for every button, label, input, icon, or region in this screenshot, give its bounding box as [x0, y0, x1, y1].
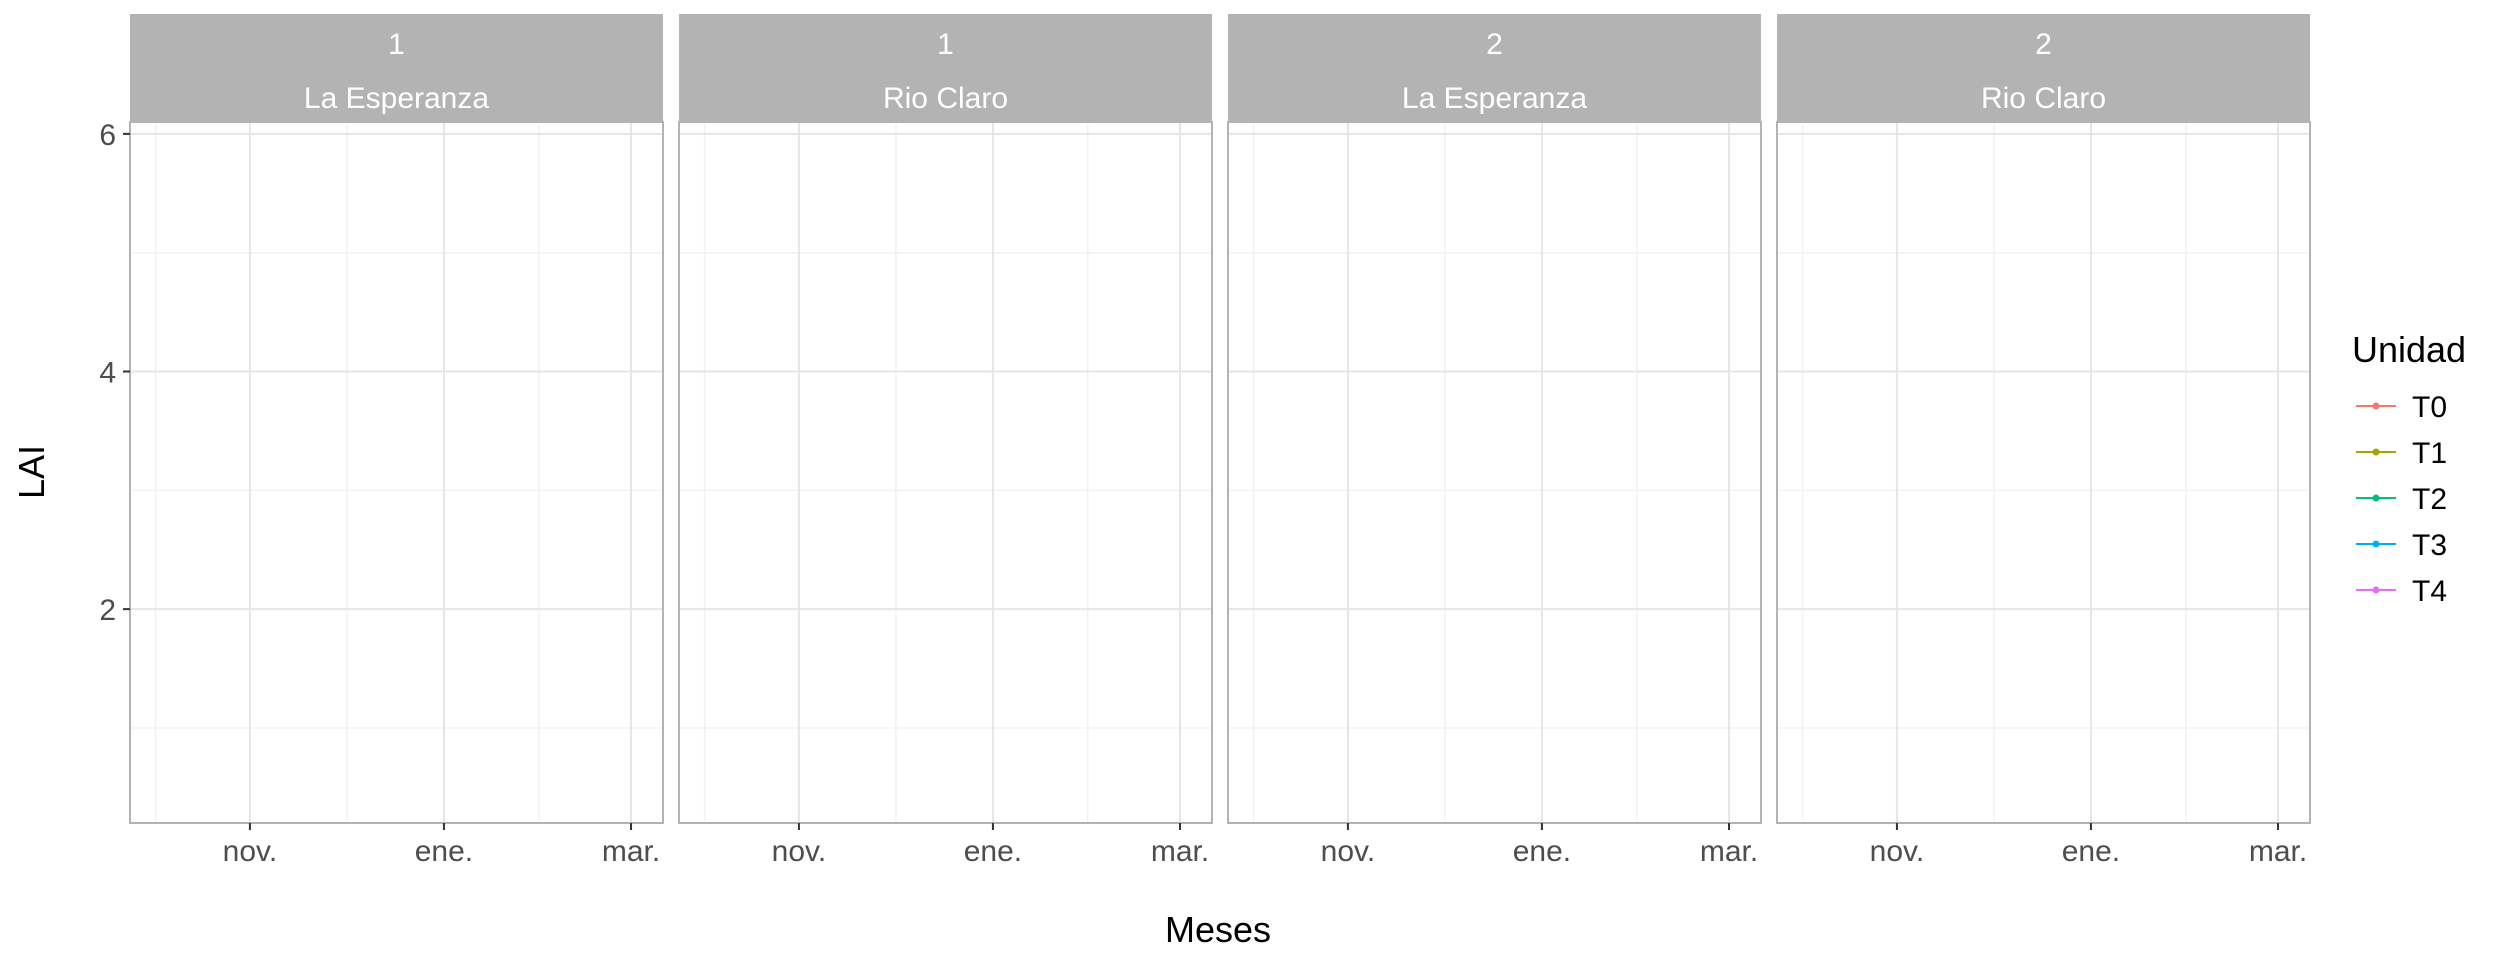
legend-label: T1: [2412, 437, 2447, 470]
legend-title: Unidad: [2352, 329, 2466, 370]
legend-item: T2: [2356, 483, 2447, 516]
x-tick-label: mar.: [1151, 835, 1209, 868]
legend-key-point: [2372, 402, 2380, 410]
x-tick-label: ene.: [964, 835, 1022, 868]
facet-panel: 2 Rio Claro nov. ene. mar.: [1776, 14, 2311, 868]
facet-strip: [130, 14, 663, 122]
legend-item: T0: [2356, 391, 2447, 424]
legend-key-point: [2372, 586, 2380, 594]
y-axis-title: LAI: [11, 445, 52, 499]
plot-area: [679, 122, 1212, 823]
x-tick-label: mar.: [2249, 835, 2307, 868]
facet-strip-label-bottom: Rio Claro: [883, 82, 1008, 115]
legend-item: T3: [2356, 529, 2447, 562]
x-tick-label: ene.: [2062, 835, 2120, 868]
y-axis: 2 4 6: [99, 119, 130, 627]
x-tick-label: mar.: [602, 835, 660, 868]
panel-border: [129, 121, 664, 824]
x-tick-label: nov.: [1870, 835, 1924, 868]
facet-strip: [679, 14, 1212, 122]
legend-item: T4: [2356, 575, 2447, 608]
facet-strip-label-top: 1: [937, 28, 954, 61]
legend-key-point: [2372, 540, 2380, 548]
plot-area: [130, 122, 663, 823]
legend-label: T3: [2412, 529, 2447, 562]
facet-strip-label-bottom: La Esperanza: [304, 82, 489, 115]
facet-strip-label-bottom: La Esperanza: [1402, 82, 1587, 115]
x-tick-label: ene.: [1513, 835, 1571, 868]
plot-area: [1777, 122, 2310, 823]
legend-key-point: [2372, 448, 2380, 456]
panel-border: [1776, 121, 2311, 824]
x-axis-title: Meses: [1165, 909, 1271, 950]
legend-item: T1: [2356, 437, 2447, 470]
facet-panel: 1 Rio Claro nov. ene. mar.: [678, 14, 1213, 868]
y-tick-label: 6: [99, 119, 116, 152]
legend-label: T2: [2412, 483, 2447, 516]
panel-border: [678, 121, 1213, 824]
x-tick-label: mar.: [1700, 835, 1758, 868]
legend: Unidad T0 T1 T2 T3 T4: [2352, 329, 2466, 608]
facet-strip-label-top: 2: [2035, 28, 2052, 61]
x-tick-label: nov.: [223, 835, 277, 868]
legend-key-point: [2372, 494, 2380, 502]
facet-panels: 1 La Esperanza nov. ene. mar. 1 Rio Claro nov. e…: [129, 14, 2311, 868]
facet-panel: 2 La Esperanza nov. ene. mar.: [1227, 14, 1762, 868]
y-tick-label: 4: [99, 357, 116, 390]
facet-panel: 1 La Esperanza nov. ene. mar.: [129, 14, 664, 868]
facet-strip: [1777, 14, 2310, 122]
panel-border: [1227, 121, 1762, 824]
facet-strip-label-top: 2: [1486, 28, 1503, 61]
facet-strip-label-bottom: Rio Claro: [1981, 82, 2106, 115]
legend-label: T4: [2412, 575, 2447, 608]
plot-area: [1228, 122, 1761, 823]
x-tick-label: nov.: [772, 835, 826, 868]
facet-strip-label-top: 1: [388, 28, 405, 61]
legend-label: T0: [2412, 391, 2447, 424]
x-tick-label: nov.: [1321, 835, 1375, 868]
y-tick-label: 2: [99, 594, 116, 627]
x-tick-label: ene.: [415, 835, 473, 868]
facet-strip: [1228, 14, 1761, 122]
